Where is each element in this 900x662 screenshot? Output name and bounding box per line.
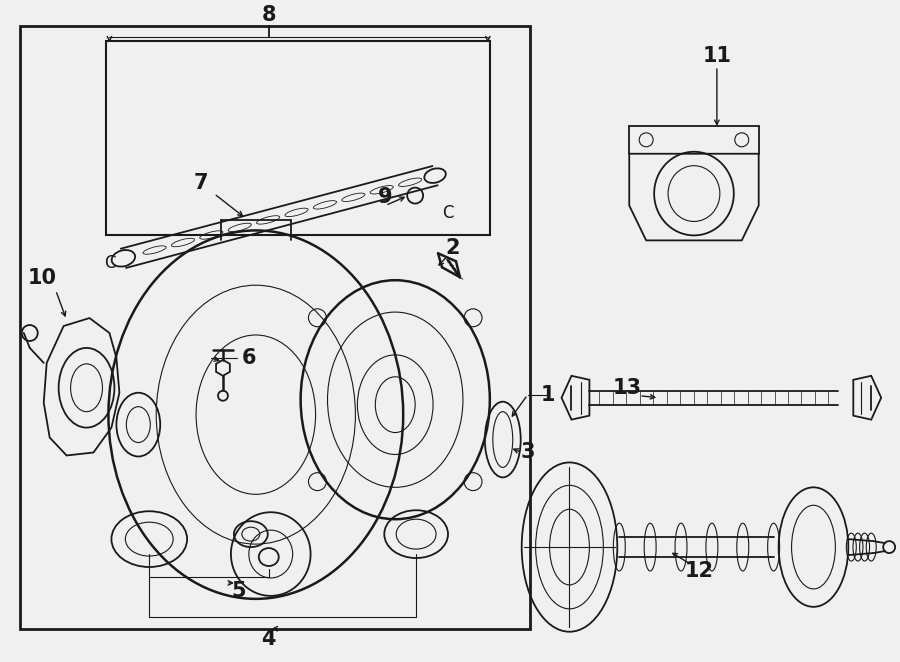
Text: 9: 9 xyxy=(378,187,392,207)
Text: 8: 8 xyxy=(262,5,276,25)
Text: C: C xyxy=(104,254,115,272)
Text: 11: 11 xyxy=(702,46,732,66)
Text: 7: 7 xyxy=(194,173,208,193)
Text: 6: 6 xyxy=(241,348,256,368)
Text: 2: 2 xyxy=(446,238,460,258)
Bar xyxy=(106,41,490,236)
Text: 4: 4 xyxy=(262,629,276,649)
Bar xyxy=(20,26,530,629)
Text: 5: 5 xyxy=(231,581,247,601)
Text: 3: 3 xyxy=(520,442,535,463)
Text: 1: 1 xyxy=(540,385,554,404)
Text: C: C xyxy=(442,205,454,222)
Text: 10: 10 xyxy=(27,268,56,288)
Text: 12: 12 xyxy=(685,561,714,581)
Text: 13: 13 xyxy=(613,378,642,398)
